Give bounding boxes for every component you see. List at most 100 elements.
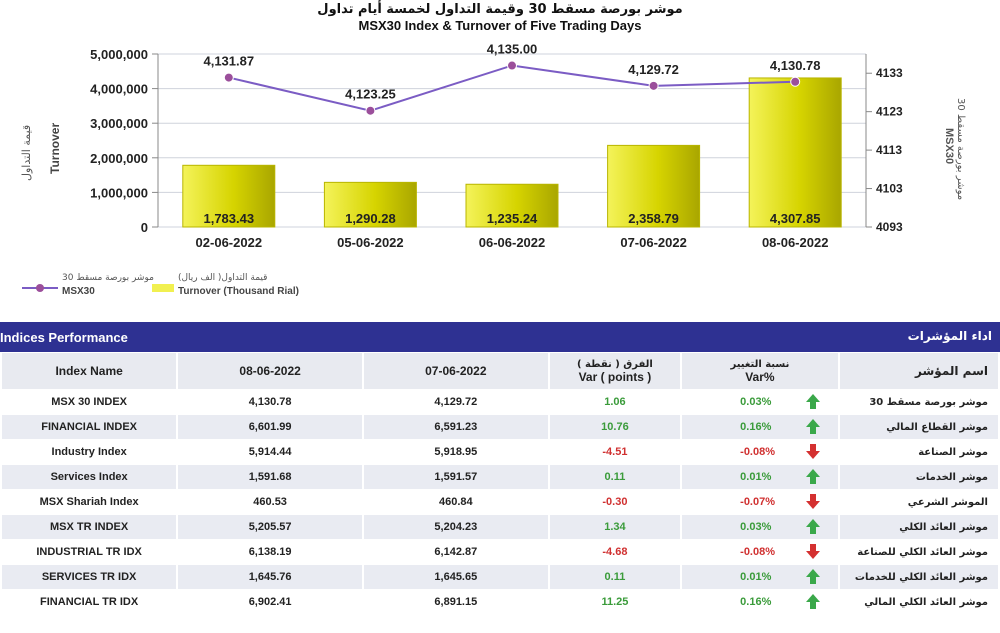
header-var-percent-arabic: نسبة التغيير (730, 358, 790, 370)
arrow-up-icon (806, 594, 821, 609)
var-percent-cell: -0.08% (682, 540, 838, 564)
index-name-arabic: موشر الخدمات (839, 465, 998, 489)
var-points: -4.68 (549, 540, 681, 564)
left-axis-label-arabic: قيمة التداول (20, 125, 33, 181)
x-tick-label: 02-06-2022 (196, 235, 263, 250)
header-index-name: Index Name (2, 353, 177, 389)
chart-title: MSX30 Index & Turnover of Five Trading D… (358, 18, 642, 33)
index-name: Services Index (2, 465, 177, 489)
panel-title: Indices Performance (0, 330, 128, 345)
value-date-1: 6,138.19 (178, 540, 362, 564)
var-percent-cell: 0.16% (682, 590, 838, 614)
table-row: MSX 30 INDEX 4,130.78 4,129.72 1.06 0.03% موش… (2, 390, 998, 414)
arrow-up-icon (806, 519, 821, 534)
index-name-arabic: موشر القطاع المالي (839, 415, 998, 439)
var-points: 1.34 (549, 515, 681, 539)
index-name-arabic: موشر العائد الكلي (839, 515, 998, 539)
table-row: Industry Index 5,914.44 5,918.95 -4.51 -0.08… (2, 440, 998, 464)
index-name-arabic: موشر العائد الكلي للصناعة (839, 540, 998, 564)
left-tick-label: 1,000,000 (90, 185, 148, 200)
panel-title-arabic: اداء المؤشرات (907, 329, 992, 343)
msx30-point (790, 76, 801, 87)
arrow-up-icon (806, 419, 821, 434)
value-date-1: 6,902.41 (178, 590, 362, 614)
value-date-1: 6,601.99 (178, 415, 362, 439)
indices-performance-header: Indices Performance اداء المؤشرات (0, 322, 1000, 352)
index-name: MSX 30 INDEX (2, 390, 177, 414)
arrow-up-icon (806, 394, 821, 409)
indices-table: Index Name 08-06-2022 07-06-2022 الفرق (… (0, 352, 1000, 615)
var-percent-cell: -0.07% (682, 490, 838, 514)
table-row: INDUSTRIAL TR IDX 6,138.19 6,142.87 -4.68 -0… (2, 540, 998, 564)
turnover-bar (748, 77, 842, 228)
var-percent: 0.01% (740, 471, 772, 483)
value-date-1: 1,645.76 (178, 565, 362, 589)
value-date-1: 5,914.44 (178, 440, 362, 464)
msx30-value-label: 4,123.25 (345, 87, 396, 102)
value-date-2: 1,591.57 (363, 465, 548, 489)
x-tick-label: 08-06-2022 (762, 235, 829, 250)
legend-msx30-swatch (22, 284, 58, 292)
msx30-value-label: 4,129.72 (628, 62, 679, 77)
bar-value-label: 4,307.85 (770, 211, 821, 226)
left-tick-label: 0 (141, 220, 148, 235)
msx30-point (365, 105, 376, 116)
index-name-arabic: الموشر الشرعي (839, 490, 998, 514)
legend-turnover-arabic: قيمة التداول( الف ريال) (178, 273, 268, 283)
header-var-points-arabic: الفرق ( نقطة ) (576, 358, 653, 370)
var-percent-cell: 0.01% (682, 465, 838, 489)
chart-title-arabic: موشر بورصة مسقط 30 وقيمة التداول لخمسة أ… (317, 2, 683, 17)
value-date-2: 460.84 (363, 490, 548, 514)
value-date-2: 6,891.15 (363, 590, 548, 614)
legend-turnover-label: Turnover (Thousand Rial) (178, 286, 299, 297)
var-percent-cell: 0.01% (682, 565, 838, 589)
var-points: 11.25 (549, 590, 681, 614)
right-axis-label-arabic: موشر بورصة مسقط 30 (955, 98, 966, 200)
var-percent: -0.08% (740, 446, 776, 458)
index-name-arabic: موشر العائد الكلي المالي (839, 590, 998, 614)
arrow-up-icon (806, 469, 821, 484)
table-header-row: Index Name 08-06-2022 07-06-2022 الفرق (… (2, 353, 998, 389)
left-tick-label: 2,000,000 (90, 151, 148, 166)
table-row: MSX Shariah Index 460.53 460.84 -0.30 -0.07%… (2, 490, 998, 514)
index-name-arabic: موشر العائد الكلي للخدمات (839, 565, 998, 589)
var-percent: 0.03% (740, 521, 772, 533)
index-name: FINANCIAL TR IDX (2, 590, 177, 614)
table-row: Services Index 1,591.68 1,591.57 0.11 0.01% م… (2, 465, 998, 489)
header-var-points-label: Var ( points ) (578, 369, 652, 384)
var-points: -0.30 (549, 490, 681, 514)
bar-value-label: 1,235.24 (487, 211, 538, 226)
var-points: 0.11 (549, 565, 681, 589)
value-date-1: 1,591.68 (178, 465, 362, 489)
right-tick-label: 4133 (876, 66, 903, 80)
value-date-1: 5,205.57 (178, 515, 362, 539)
left-tick-label: 4,000,000 (90, 82, 148, 97)
header-date-1: 08-06-2022 (178, 353, 362, 389)
var-percent: 0.03% (740, 396, 772, 408)
right-tick-label: 4113 (876, 143, 902, 157)
x-tick-label: 05-06-2022 (337, 235, 404, 250)
bar-value-label: 1,783.43 (203, 211, 254, 226)
var-percent: 0.16% (740, 596, 772, 608)
msx30-point (223, 72, 234, 83)
value-date-1: 4,130.78 (178, 390, 362, 414)
var-percent: -0.08% (740, 546, 776, 558)
bar-value-label: 1,290.28 (345, 211, 396, 226)
var-percent-cell: 0.16% (682, 415, 838, 439)
bar-value-label: 2,358.79 (628, 211, 679, 226)
legend-msx30: موشر بورصة مسقط 30 MSX30 (62, 272, 154, 298)
index-name: SERVICES TR IDX (2, 565, 177, 589)
var-points: 1.06 (549, 390, 681, 414)
var-percent: 0.01% (740, 571, 772, 583)
header-date-2: 07-06-2022 (363, 353, 548, 389)
legend-msx30-label: MSX30 (62, 286, 95, 297)
var-points: 10.76 (549, 415, 681, 439)
table-row: MSX TR INDEX 5,205.57 5,204.23 1.34 0.03% موش… (2, 515, 998, 539)
header-var-percent-label: Var% (745, 369, 775, 384)
right-axis-label: MSX30 (943, 128, 955, 164)
legend-turnover: قيمة التداول( الف ريال) Turnover (Thousa… (178, 272, 299, 298)
index-name-arabic: موشر بورصة مسقط 30 (839, 390, 998, 414)
left-axis-label: Turnover (48, 123, 62, 174)
arrow-down-icon (806, 444, 821, 459)
value-date-2: 5,204.23 (363, 515, 548, 539)
